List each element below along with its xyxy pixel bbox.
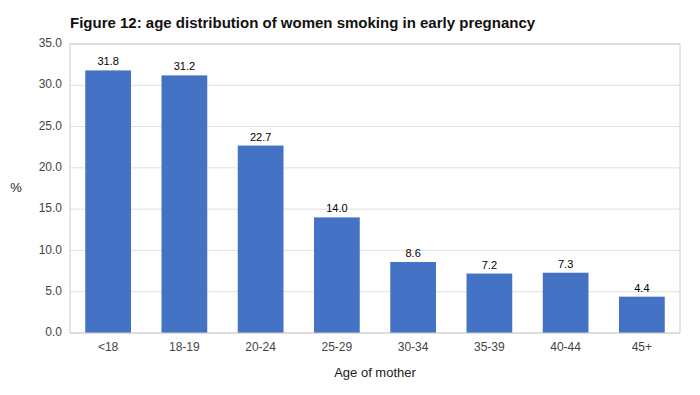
bar bbox=[390, 262, 436, 333]
data-label: 31.2 bbox=[174, 60, 195, 72]
y-tick-label: 0.0 bbox=[45, 325, 62, 339]
bar bbox=[85, 70, 131, 333]
y-tick-label: 15.0 bbox=[39, 201, 63, 215]
y-tick-label: 10.0 bbox=[39, 243, 63, 257]
bars bbox=[85, 70, 665, 333]
bar bbox=[619, 297, 665, 333]
chart-svg: 0.0 5.0 10.0 15.0 20.0 25.0 30.0 35.0 31.8 31.2 22… bbox=[0, 0, 700, 395]
y-tick-label: 25.0 bbox=[39, 119, 63, 133]
plot-frame bbox=[70, 44, 680, 333]
data-label: 4.4 bbox=[634, 282, 649, 294]
bar bbox=[162, 75, 208, 333]
bar bbox=[238, 146, 284, 333]
x-tick-label: <18 bbox=[98, 340, 119, 354]
y-axis-label: % bbox=[10, 180, 22, 195]
data-label: 8.6 bbox=[405, 247, 420, 259]
x-axis-label: Age of mother bbox=[334, 365, 416, 380]
x-tick-label: 35-39 bbox=[474, 340, 505, 354]
x-tick-label: 30-34 bbox=[398, 340, 429, 354]
y-tick-label: 5.0 bbox=[45, 284, 62, 298]
x-tick-label: 20-24 bbox=[245, 340, 276, 354]
chart-title: Figure 12: age distribution of women smo… bbox=[70, 14, 536, 31]
data-label: 7.2 bbox=[482, 259, 497, 271]
x-tick-label: 18-19 bbox=[169, 340, 200, 354]
x-tick-label: 25-29 bbox=[322, 340, 353, 354]
y-tick-label: 30.0 bbox=[39, 77, 63, 91]
x-tick-label: 40-44 bbox=[550, 340, 581, 354]
grid bbox=[70, 44, 680, 333]
data-label: 7.3 bbox=[558, 258, 573, 270]
data-label: 31.8 bbox=[97, 55, 118, 67]
bar bbox=[543, 273, 589, 333]
y-tick-label: 35.0 bbox=[39, 36, 63, 50]
bar bbox=[314, 217, 360, 333]
bar bbox=[467, 274, 513, 333]
chart-container: 0.0 5.0 10.0 15.0 20.0 25.0 30.0 35.0 31.8 31.2 22… bbox=[0, 0, 700, 395]
x-tick-label: 45+ bbox=[632, 340, 652, 354]
data-label: 14.0 bbox=[326, 202, 347, 214]
y-tick-label: 20.0 bbox=[39, 160, 63, 174]
data-label: 22.7 bbox=[250, 131, 271, 143]
